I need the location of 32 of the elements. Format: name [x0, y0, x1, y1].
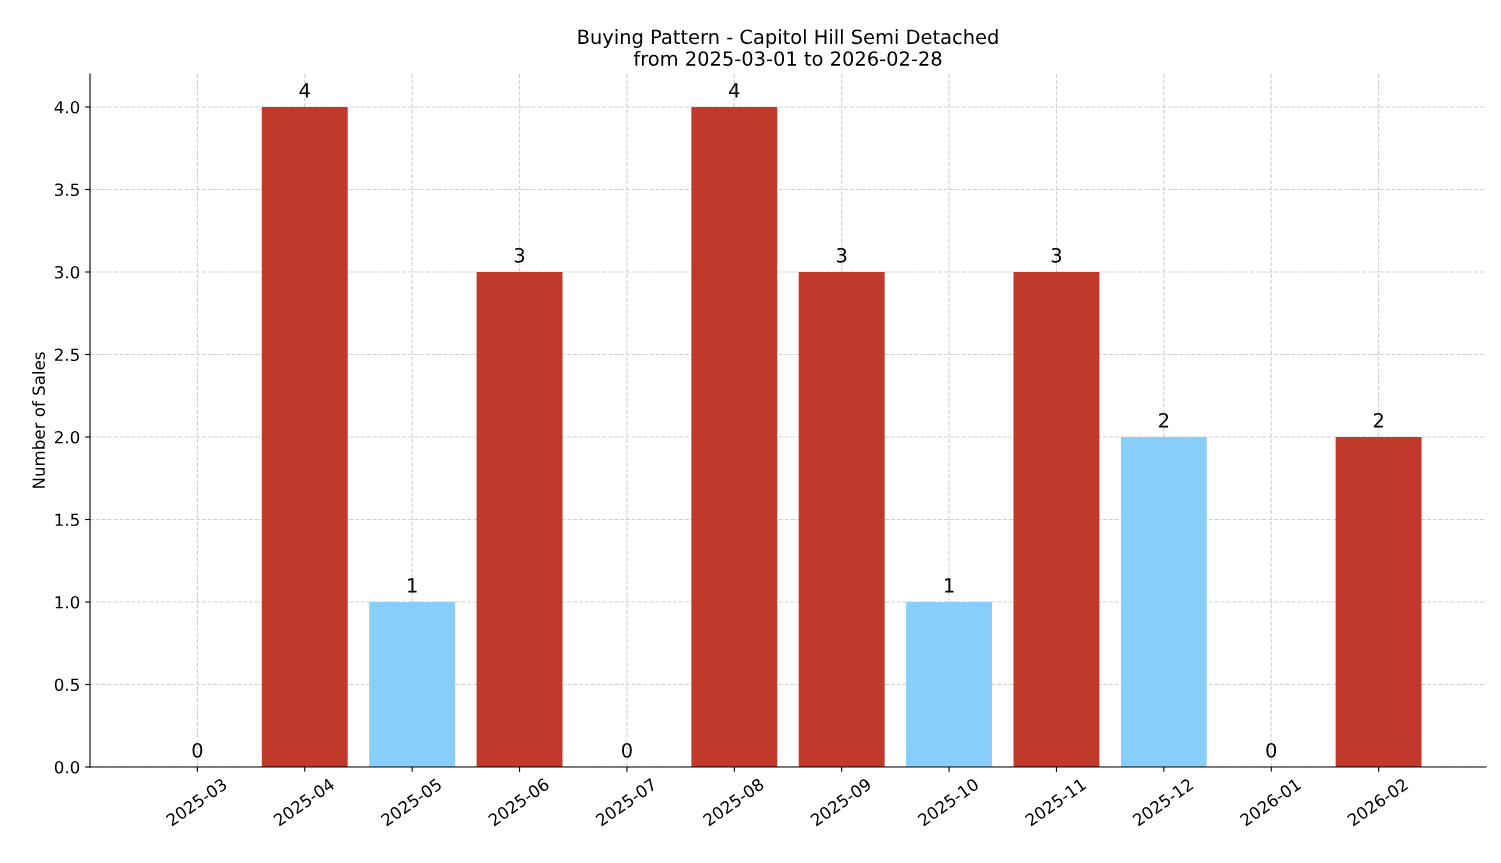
data-label: 3	[514, 247, 525, 263]
y-tick-label: 0.5	[54, 678, 79, 692]
y-tick-label: 2.0	[54, 430, 80, 444]
bar	[1335, 437, 1422, 767]
y-axis-title: Number of Sales	[32, 352, 45, 488]
y-tick-label: 4.0	[54, 100, 80, 114]
data-label: 2	[1373, 412, 1383, 428]
bar	[1013, 272, 1100, 767]
chart-title: Buying Pattern - Capitol Hill Semi Detached from 2025-03-01 to 2026-02-28	[578, 29, 998, 66]
y-tick-label: 3.0	[55, 265, 80, 279]
y-tick-label: 3.5	[55, 183, 79, 197]
y-tick-label: 1.0	[55, 595, 80, 609]
data-label: 1	[408, 578, 417, 593]
data-label: 0	[1266, 742, 1277, 758]
data-label: 2	[1159, 412, 1169, 428]
data-label: 3	[836, 247, 847, 263]
data-label: 0	[192, 742, 203, 758]
bar	[476, 272, 563, 767]
bar	[369, 602, 456, 767]
data-label: 0	[622, 742, 632, 758]
bar	[798, 272, 885, 767]
data-label: 3	[1051, 247, 1062, 263]
y-tick-label: 2.5	[54, 348, 79, 362]
data-label: 1	[945, 578, 954, 593]
bar	[906, 602, 993, 767]
bar	[691, 107, 778, 767]
bar	[261, 107, 348, 767]
y-tick-label: 0.0	[54, 760, 80, 774]
bar	[1120, 437, 1207, 767]
y-tick-label: 1.5	[55, 513, 79, 527]
data-label: 4	[299, 83, 310, 98]
data-label: 4	[729, 83, 740, 98]
